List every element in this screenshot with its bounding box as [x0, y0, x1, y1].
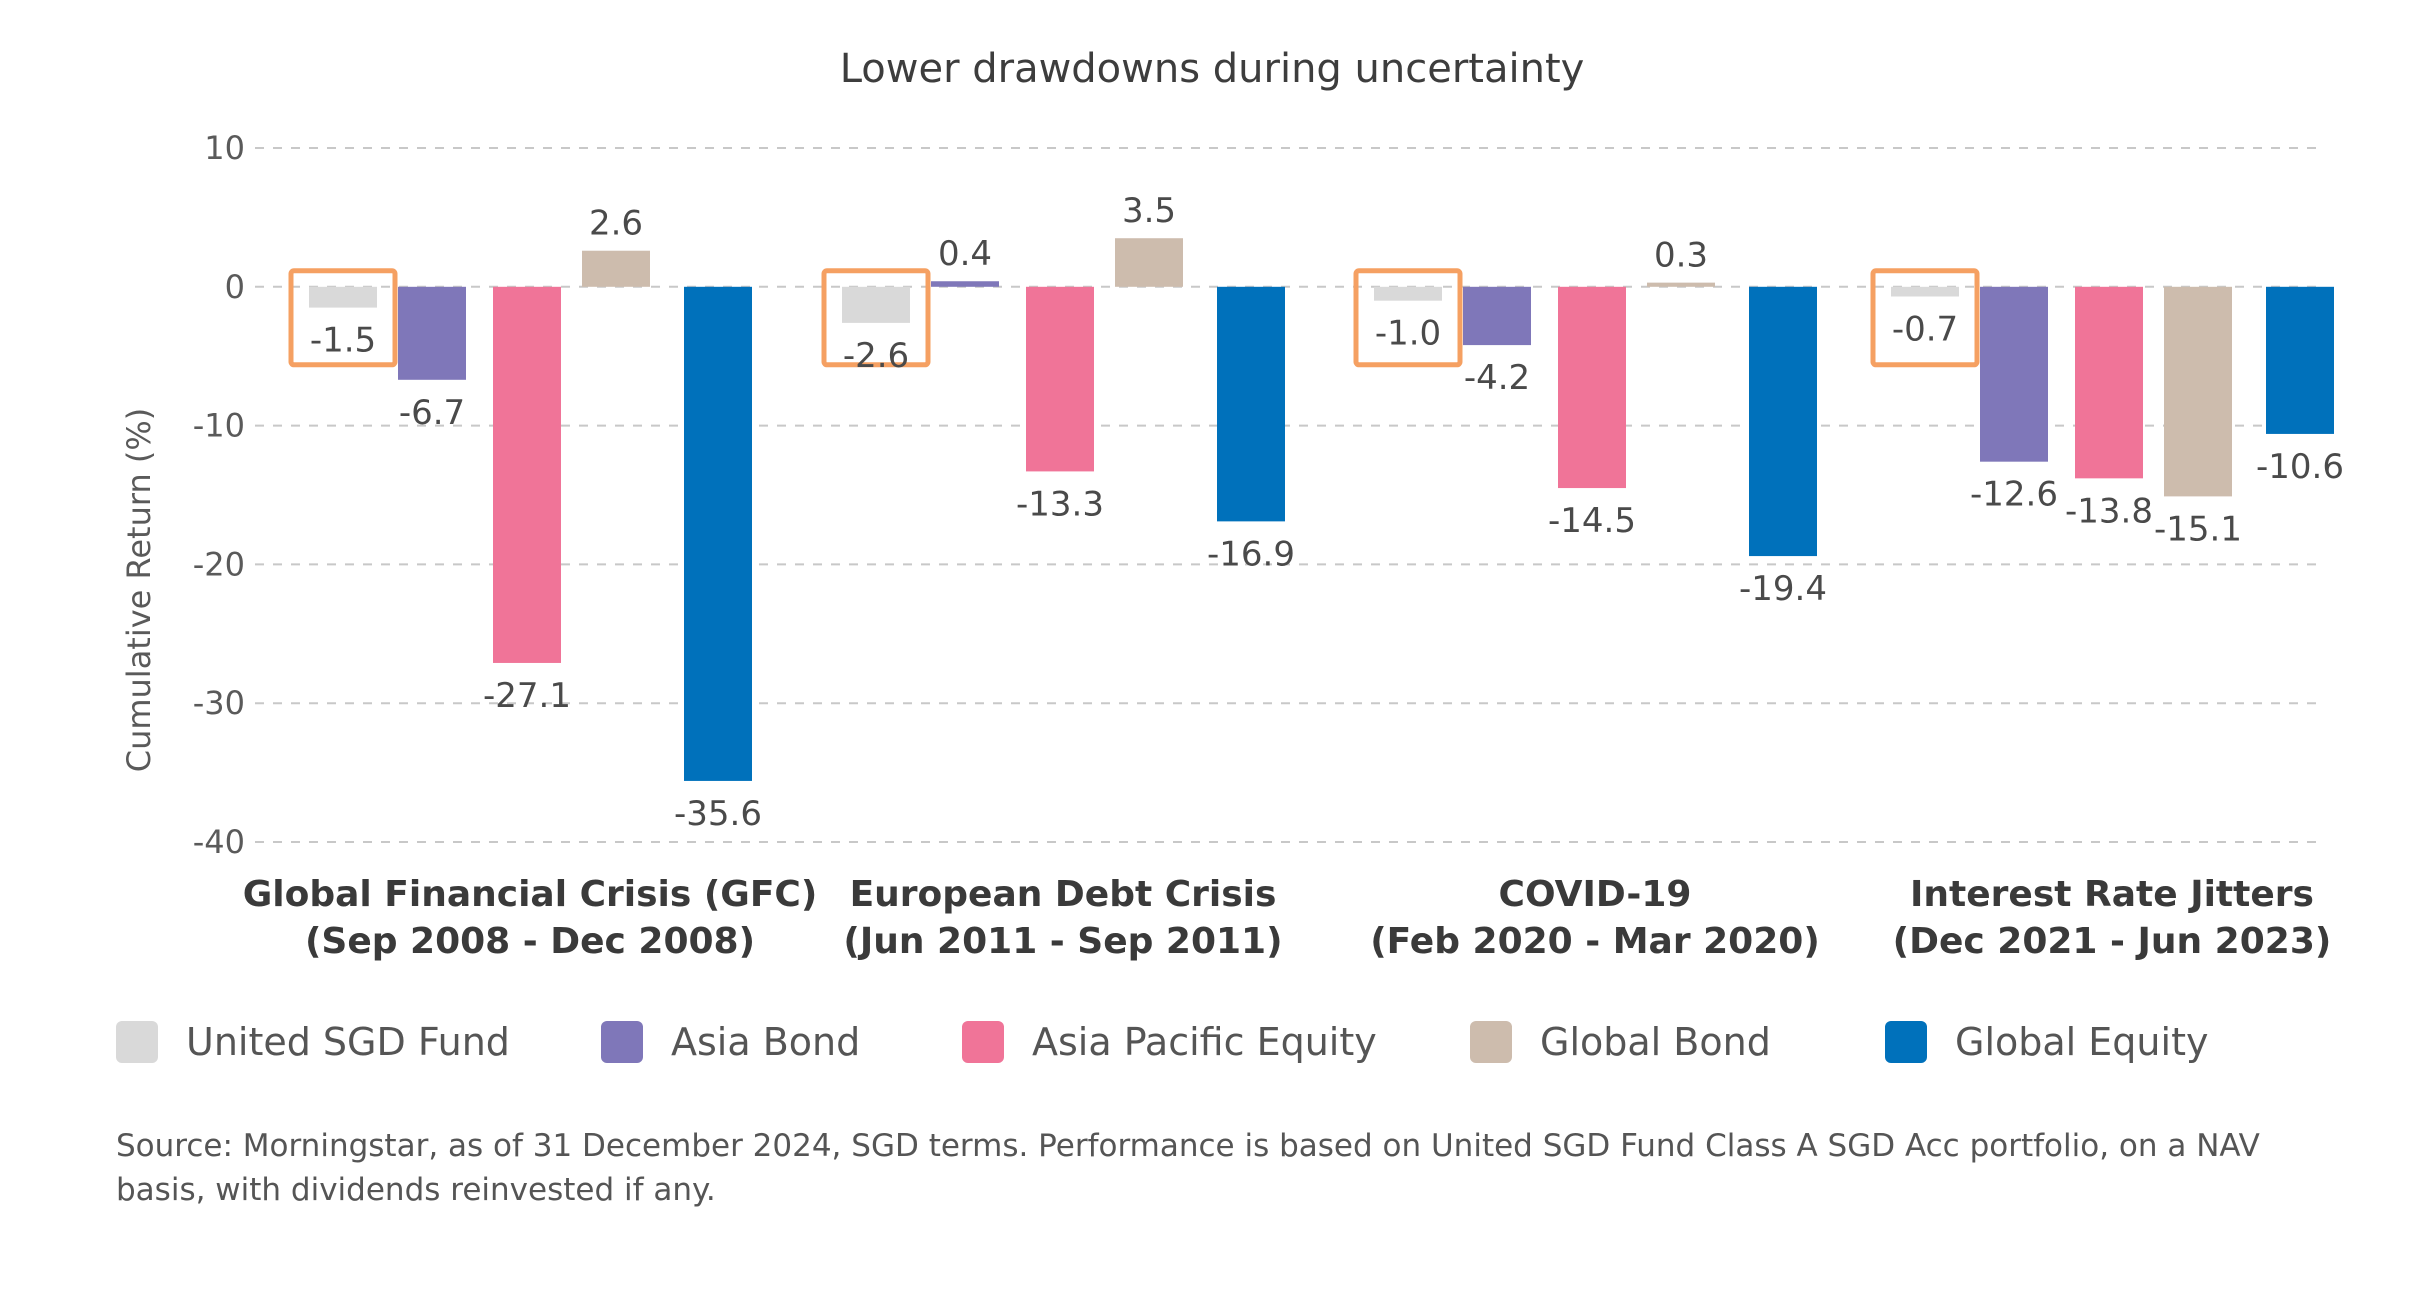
category-label: (Jun 2011 - Sep 2011) — [843, 921, 1282, 962]
bar — [684, 286, 752, 781]
data-label: -4.2 — [1464, 358, 1530, 398]
source-note: Source: Morningstar, as of 31 December 2… — [116, 1128, 2260, 1208]
highlight-box — [1353, 268, 1463, 368]
y-tick-label: 0 — [225, 268, 245, 306]
legend-swatch — [962, 1021, 1004, 1063]
y-tick-label: -30 — [193, 684, 245, 722]
bar — [2075, 286, 2143, 479]
legend-swatch — [1470, 1021, 1512, 1063]
data-label: -0.7 — [1892, 310, 1958, 350]
category-labels: Global Financial Crisis (GFC) (Sep 2008 -… — [243, 874, 2332, 962]
legend-item: Global Bond — [1470, 1012, 1771, 1072]
data-label: 2.6 — [589, 204, 643, 244]
category-label: (Dec 2021 - Jun 2023) — [1893, 921, 2332, 962]
data-label: -27.1 — [483, 676, 571, 716]
y-axis-label: Cumulative Return (%) — [120, 408, 158, 773]
bar — [1749, 286, 1817, 557]
legend-swatch — [1885, 1021, 1927, 1063]
category-label: COVID-19 — [1499, 874, 1692, 915]
y-tick-label: 10 — [204, 129, 245, 167]
legend-item: United SGD Fund — [116, 1012, 510, 1072]
legend-label: Asia Pacific Equity — [1032, 1020, 1377, 1064]
data-label: -13.3 — [1016, 484, 1104, 524]
legend: United SGD Fund Asia Bond Asia Pacific Equ… — [116, 1012, 2316, 1072]
bar — [2164, 286, 2232, 497]
bar-chart: Lower drawdowns during uncertainty Cumul… — [120, 46, 2344, 962]
legend-item: Asia Pacific Equity — [962, 1012, 1377, 1072]
bar — [1115, 238, 1183, 287]
data-label: -16.9 — [1207, 534, 1295, 574]
bar — [1647, 282, 1715, 287]
y-tick-label: -40 — [193, 823, 245, 861]
category-label: Interest Rate Jitters — [1910, 874, 2314, 915]
bar — [1463, 286, 1531, 346]
legend-label: United SGD Fund — [186, 1020, 510, 1064]
category-label: Global Financial Crisis (GFC) — [243, 874, 818, 915]
bar — [1980, 286, 2048, 462]
legend-item: Asia Bond — [601, 1012, 860, 1072]
legend-label: Global Bond — [1540, 1020, 1771, 1064]
data-label: -1.5 — [310, 321, 376, 361]
data-labels: -1.5 -6.7 -27.1 2.6 -35.6 -2.6 0.4 -13.3 3.5 -16.… — [310, 191, 2344, 834]
bar — [493, 286, 561, 663]
bar — [842, 286, 910, 323]
legend-label: Global Equity — [1955, 1020, 2209, 1064]
legend-swatch — [601, 1021, 643, 1063]
data-label: -13.8 — [2065, 491, 2153, 531]
bar — [398, 286, 466, 380]
y-tick-label: -10 — [193, 407, 245, 445]
category-label: (Feb 2020 - Mar 2020) — [1370, 921, 1820, 962]
data-label: -12.6 — [1970, 475, 2058, 515]
legend-item: Global Equity — [1885, 1012, 2208, 1072]
y-axis-ticks: 10 0 -10 -20 -30 -40 — [193, 129, 245, 861]
bar — [931, 281, 999, 287]
data-label: 0.3 — [1654, 236, 1708, 276]
data-label: -6.7 — [399, 393, 465, 433]
data-label: -35.6 — [674, 794, 762, 834]
bar — [1026, 286, 1094, 472]
highlight-box — [288, 268, 398, 368]
chart-title: Lower drawdowns during uncertainty — [840, 46, 1585, 92]
bar — [2266, 286, 2334, 434]
legend-label: Asia Bond — [671, 1020, 861, 1064]
data-label: -1.0 — [1375, 314, 1441, 354]
data-label: -10.6 — [2256, 447, 2344, 487]
y-tick-label: -20 — [193, 545, 245, 583]
data-label: 3.5 — [1122, 191, 1176, 231]
bar — [1891, 286, 1959, 297]
highlight-boxes — [288, 268, 1980, 368]
data-label: -2.6 — [843, 336, 909, 376]
highlight-box — [1870, 268, 1980, 368]
legend-swatch — [116, 1021, 158, 1063]
highlight-box — [821, 268, 931, 368]
data-label: -15.1 — [2154, 509, 2242, 549]
bars — [309, 238, 2334, 781]
data-label: -14.5 — [1548, 501, 1636, 541]
bar — [582, 250, 650, 287]
bar — [1217, 286, 1285, 522]
data-label: -19.4 — [1739, 569, 1827, 609]
bar — [1558, 286, 1626, 489]
bar — [309, 286, 377, 308]
data-label: 0.4 — [938, 234, 992, 274]
category-label: (Sep 2008 - Dec 2008) — [305, 921, 755, 962]
category-label: European Debt Crisis — [850, 874, 1277, 915]
bar — [1374, 286, 1442, 301]
